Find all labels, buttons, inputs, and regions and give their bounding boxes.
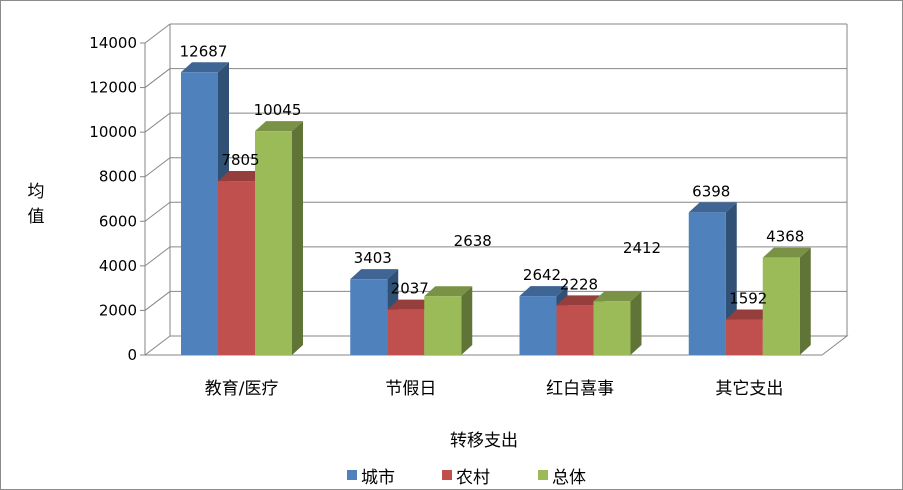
bar-top xyxy=(255,121,303,132)
bar-2-2 xyxy=(593,291,642,355)
bar-2-0 xyxy=(519,286,568,355)
legend-label: 农村 xyxy=(456,468,490,488)
y-tick-label: 10000 xyxy=(89,123,137,141)
data-label: 3403 xyxy=(354,249,392,267)
bar-1-2 xyxy=(424,286,473,355)
bar-top xyxy=(387,299,436,310)
bar-top xyxy=(688,202,737,213)
bar-top xyxy=(725,309,774,320)
y-tick-label: 6000 xyxy=(99,212,137,230)
bar-front xyxy=(519,296,557,355)
bar-front xyxy=(181,72,218,356)
gridline-diagonal xyxy=(144,112,171,133)
bar-3-2 xyxy=(762,247,811,355)
data-label: 4368 xyxy=(766,228,804,246)
y-axis-label-char-2: 值 xyxy=(28,207,45,227)
bar-front xyxy=(255,131,292,355)
bar-top xyxy=(519,286,568,297)
bar-top xyxy=(556,295,605,306)
bar-front xyxy=(725,319,763,355)
y-tick-label: 14000 xyxy=(89,34,137,52)
data-label: 1592 xyxy=(729,290,767,308)
bar-front xyxy=(350,279,388,355)
x-category-label: 节假日 xyxy=(385,379,436,399)
bar-top xyxy=(181,62,229,73)
gridline-diagonal xyxy=(144,157,171,178)
x-category-label: 教育/医疗 xyxy=(205,379,279,399)
bar-top xyxy=(593,291,642,302)
legend-swatch xyxy=(538,470,548,480)
legend: 城市 农村 总体 xyxy=(347,468,586,488)
gridline-diagonal xyxy=(144,291,171,311)
data-label: 2228 xyxy=(560,275,598,293)
data-label: 2642 xyxy=(523,266,561,284)
bar-front xyxy=(218,181,255,355)
data-label: 6398 xyxy=(692,182,730,200)
legend-label: 城市 xyxy=(361,468,395,488)
data-label: 2037 xyxy=(391,280,429,298)
data-label: 2638 xyxy=(454,232,492,250)
bar-top xyxy=(350,269,399,280)
x-category-label: 其它支出 xyxy=(715,379,783,399)
bar-front xyxy=(387,309,425,355)
legend-label: 总体 xyxy=(552,468,586,488)
gridline-diagonal xyxy=(144,246,171,267)
bars xyxy=(181,62,811,356)
y-axis-label-char-1: 均 xyxy=(28,182,45,202)
y-tick-label: 8000 xyxy=(99,168,137,186)
x-axis-title: 转移支出 xyxy=(450,431,518,451)
bar-top xyxy=(218,171,266,182)
bar-side xyxy=(461,286,473,355)
data-label: 2412 xyxy=(623,239,661,257)
bar-2-1 xyxy=(556,295,605,355)
data-label: 7805 xyxy=(221,151,259,169)
legend-swatch xyxy=(347,470,357,480)
bar-front xyxy=(556,305,594,355)
gridline-diagonal xyxy=(144,23,171,44)
bar-front xyxy=(762,257,800,355)
gridline-diagonal xyxy=(144,68,171,88)
bar-front xyxy=(424,296,462,355)
y-tick-label: 0 xyxy=(127,346,137,364)
bar-side xyxy=(799,247,811,355)
gridline-diagonal xyxy=(144,201,171,222)
x-axis-categories: 教育/医疗 节假日 红白喜事 其它支出 xyxy=(205,379,784,399)
x-category-label: 红白喜事 xyxy=(546,379,614,399)
bar-front xyxy=(593,301,631,355)
bar-top xyxy=(424,286,473,297)
y-tick-label: 4000 xyxy=(99,257,137,275)
bar-side xyxy=(630,291,642,355)
legend-swatch xyxy=(442,470,452,480)
data-label: 12687 xyxy=(180,42,228,60)
y-tick-label: 2000 xyxy=(99,301,137,319)
y-axis-ticks: 0 2000 4000 6000 8000 10000 12000 14000 xyxy=(89,34,145,364)
y-tick-label: 12000 xyxy=(89,79,137,97)
bar-side xyxy=(292,121,303,355)
bar-0-2 xyxy=(255,121,303,355)
bar-front xyxy=(688,212,726,355)
data-label: 10045 xyxy=(254,101,302,119)
bar-top xyxy=(762,247,811,258)
